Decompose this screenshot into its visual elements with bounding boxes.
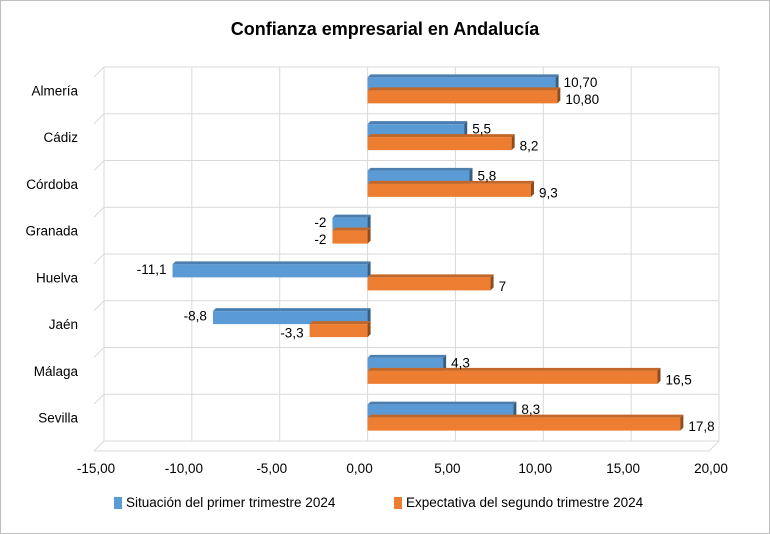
- data-label: 4,3: [451, 355, 470, 370]
- bar: [332, 214, 371, 231]
- y-gridline-depth: [93, 253, 105, 265]
- bar: [367, 74, 559, 91]
- bar: [367, 87, 561, 104]
- bars-layer: [172, 74, 684, 431]
- legend-item: Situación del primer trimestre 2024: [114, 495, 336, 510]
- grid-layer: [93, 66, 720, 452]
- bar: [367, 134, 515, 151]
- y-gridline-depth: [93, 66, 105, 78]
- data-label: -11,1: [137, 262, 167, 277]
- data-label: 10,80: [565, 92, 599, 107]
- category-label: Almería: [31, 83, 78, 98]
- x-tick-label: 10,00: [518, 461, 552, 476]
- data-label: -2: [314, 232, 326, 247]
- legend: Situación del primer trimestre 2024 Expec…: [114, 495, 644, 510]
- data-label: 5,8: [477, 168, 496, 183]
- data-labels-layer: 10,70 10,80 5,5 8,2 5,8 9,3 -2 -2 -11,1 7 -8,8 -3,3…: [137, 75, 715, 434]
- data-label: 10,70: [564, 75, 598, 90]
- y-gridline-depth: [93, 113, 105, 125]
- y-gridline-depth: [93, 440, 105, 452]
- data-label: -3,3: [280, 326, 303, 341]
- data-label: 8,2: [520, 139, 539, 154]
- y-gridline-depth: [93, 160, 105, 171]
- data-label: 5,5: [472, 122, 491, 137]
- x-tick-label: -15,00: [77, 461, 115, 476]
- category-label: Córdoba: [26, 177, 78, 192]
- bar: [367, 401, 517, 418]
- y-gridline-depth: [93, 347, 105, 358]
- category-label: Sevilla: [38, 411, 78, 426]
- bar: [212, 308, 371, 325]
- axis-layer: -15,00 -10,00 -5,00 0,00 5,00 10,00 15,00 20,00…: [25, 83, 727, 476]
- bar: [332, 227, 371, 244]
- data-label: 7: [499, 279, 507, 294]
- x-tick-label: 0,00: [346, 461, 372, 476]
- x-tick-label: 15,00: [606, 461, 640, 476]
- category-label: Málaga: [34, 364, 79, 379]
- data-label: 16,5: [666, 372, 692, 387]
- legend-label: Expectativa del segundo trimestre 2024: [406, 495, 644, 510]
- x-tick-label: 5,00: [434, 461, 460, 476]
- category-label: Cádiz: [43, 130, 78, 145]
- bar: [367, 414, 684, 431]
- bar: [367, 367, 661, 384]
- y-gridline-depth: [93, 393, 105, 405]
- legend-label: Situación del primer trimestre 2024: [126, 495, 336, 510]
- data-label: -2: [314, 215, 326, 230]
- bar: [172, 261, 371, 278]
- data-label: 9,3: [539, 185, 558, 200]
- x-tick-label: -10,00: [165, 461, 203, 476]
- bar: [367, 354, 447, 371]
- y-gridline-depth: [93, 206, 105, 218]
- data-label: 17,8: [688, 419, 714, 434]
- bar: [367, 121, 468, 138]
- bar: [367, 167, 473, 184]
- bar: [309, 321, 371, 338]
- x-tick-label: 20,00: [694, 461, 728, 476]
- category-label: Huelva: [36, 270, 79, 285]
- category-label: Granada: [25, 224, 78, 239]
- category-label: Jaén: [49, 317, 78, 332]
- chart-title: Confianza empresarial en Andalucía: [231, 19, 540, 39]
- legend-item: Expectativa del segundo trimestre 2024: [394, 495, 644, 510]
- floor-edge: [708, 440, 720, 452]
- bar: [367, 180, 534, 197]
- data-label: 8,3: [521, 402, 540, 417]
- x-tick-label: -5,00: [256, 461, 287, 476]
- bar: [367, 274, 494, 291]
- data-label: -8,8: [184, 309, 207, 324]
- y-gridline-depth: [93, 300, 105, 312]
- legend-swatch: [394, 497, 402, 509]
- legend-swatch: [114, 497, 122, 509]
